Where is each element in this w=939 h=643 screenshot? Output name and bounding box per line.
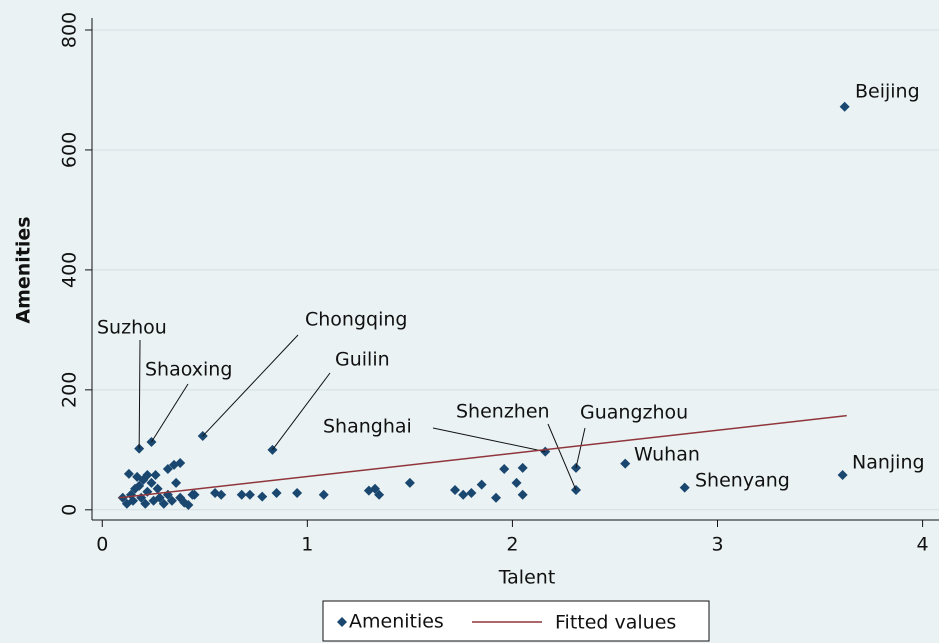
x-tick-label: 4 <box>917 534 929 556</box>
point <box>123 468 134 479</box>
point-label: Shaoxing <box>145 359 232 381</box>
leader-line <box>151 383 189 443</box>
legend-marker <box>337 617 347 627</box>
x-tick-label: 0 <box>96 534 108 556</box>
x-tick-label: 3 <box>711 534 723 556</box>
point <box>216 489 227 500</box>
point <box>679 482 690 493</box>
leader-line <box>202 334 299 437</box>
point <box>152 483 163 494</box>
point <box>517 489 528 500</box>
point <box>158 498 169 509</box>
fitted-line <box>118 414 847 499</box>
x-axis-title: Talent <box>498 567 556 589</box>
point <box>140 498 151 509</box>
point <box>132 471 143 482</box>
x-tick-label: 1 <box>301 534 313 556</box>
point <box>154 492 165 503</box>
point <box>271 488 282 499</box>
point <box>837 470 848 481</box>
point-label: Shenyang <box>695 470 790 492</box>
y-tick-label: 600 <box>59 132 81 168</box>
point <box>175 458 186 469</box>
point-label: Suzhou <box>97 317 167 339</box>
point <box>257 491 268 502</box>
point <box>187 489 198 500</box>
y-tick-label: 400 <box>59 252 81 288</box>
point <box>517 462 528 473</box>
x-tick-label: 2 <box>506 534 518 556</box>
point <box>236 489 247 500</box>
point <box>511 477 522 488</box>
point-label: Nanjing <box>852 452 925 474</box>
leader-line <box>432 427 546 453</box>
legend-label: Amenities <box>349 611 444 633</box>
point <box>491 492 502 503</box>
point <box>150 470 161 481</box>
point-label: Guilin <box>335 349 390 371</box>
point <box>171 477 182 488</box>
point <box>839 101 850 112</box>
point <box>166 495 177 506</box>
leader-line <box>575 427 586 468</box>
point <box>450 485 460 496</box>
point <box>374 489 385 500</box>
y-tick-label: 0 <box>59 504 81 516</box>
point <box>244 489 255 500</box>
point <box>292 488 303 499</box>
leader-line <box>138 339 141 449</box>
point-label: Shanghai <box>323 416 412 438</box>
point-label: Beijing <box>855 81 920 103</box>
point <box>183 500 194 511</box>
point <box>128 495 139 506</box>
point-label: Wuhan <box>634 444 700 466</box>
point <box>620 458 631 469</box>
y-axis-title: Amenities <box>13 216 35 323</box>
point-label: Chongqing <box>305 309 407 331</box>
legend-box <box>322 600 710 642</box>
point <box>318 489 329 500</box>
point <box>476 479 487 490</box>
point-label: Shenzhen <box>456 401 550 423</box>
point <box>404 477 415 488</box>
y-tick-label: 800 <box>59 12 81 48</box>
point <box>370 483 381 494</box>
leader-line <box>272 372 331 451</box>
y-tick-label: 200 <box>59 372 81 408</box>
legend-label: Fitted values <box>555 612 676 634</box>
point <box>162 464 173 475</box>
point <box>466 488 477 499</box>
leader-line <box>547 423 577 491</box>
point <box>458 489 469 500</box>
point <box>499 464 510 475</box>
point <box>134 480 145 491</box>
point <box>146 477 157 488</box>
point-label: Guangzhou <box>580 402 688 424</box>
